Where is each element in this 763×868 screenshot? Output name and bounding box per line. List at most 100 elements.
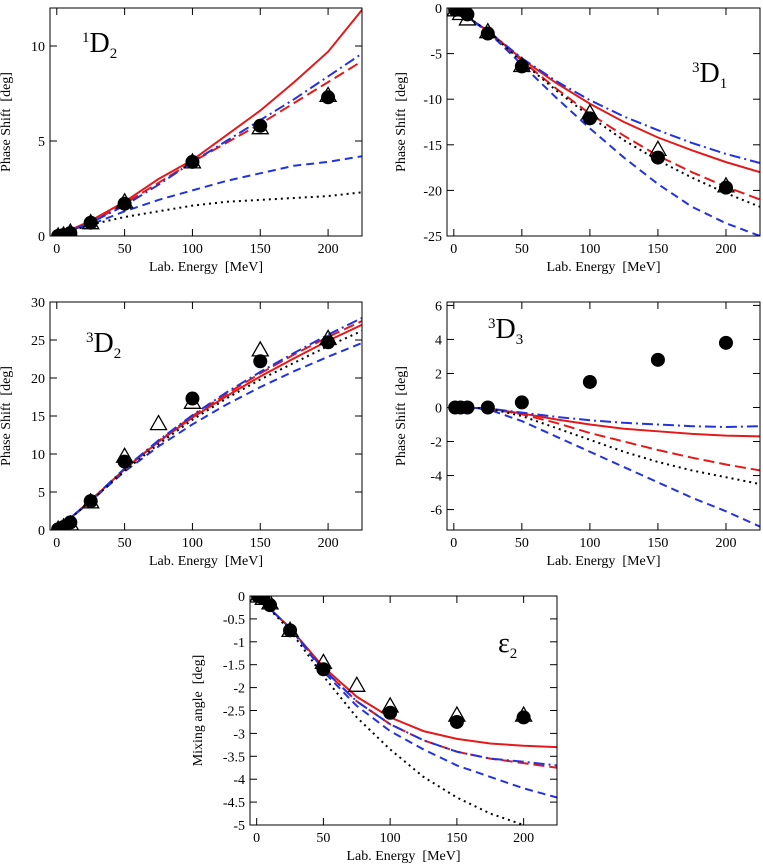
x-tick-label: 200 bbox=[715, 242, 736, 257]
y-axis-label: Mixing angle [deg] bbox=[191, 655, 206, 767]
panel-label: ε2 bbox=[498, 628, 517, 662]
axes-frame bbox=[446, 301, 761, 531]
y-tick-label: -1 bbox=[233, 636, 245, 651]
panel-label: 3D1 bbox=[692, 58, 727, 92]
label-main: D bbox=[496, 314, 516, 345]
label-sup: 3 bbox=[692, 60, 700, 76]
curve bbox=[56, 9, 362, 236]
data-point bbox=[650, 352, 665, 367]
label-sub: 2 bbox=[114, 346, 122, 362]
y-axis-label: Phase Shift [deg] bbox=[0, 366, 14, 466]
label-main: ε bbox=[498, 628, 510, 659]
y-tick-label: -1.5 bbox=[223, 659, 245, 674]
y-tick-label: 5 bbox=[38, 486, 45, 501]
x-tick-label: 50 bbox=[118, 242, 132, 257]
data-point bbox=[251, 340, 270, 357]
y-tick-label: -2 bbox=[430, 436, 442, 451]
y-tick-label: 0 bbox=[435, 2, 442, 17]
curve bbox=[255, 596, 557, 769]
y-tick-label: -3.5 bbox=[223, 750, 245, 765]
curve bbox=[453, 406, 760, 528]
panel: 0 50 100 150 200 6 4 2 0 -2 -4 -6 Lab. Energy [MeV] P… bbox=[394, 299, 761, 569]
data-point bbox=[63, 515, 78, 530]
curve bbox=[453, 8, 760, 208]
x-tick-label: 100 bbox=[182, 536, 203, 551]
axes-frame bbox=[49, 301, 363, 531]
label-sup: 3 bbox=[86, 330, 94, 346]
curve bbox=[56, 329, 362, 530]
data-point bbox=[514, 395, 529, 410]
x-tick-label: 0 bbox=[53, 242, 60, 257]
x-tick-label: 150 bbox=[647, 242, 668, 257]
plot-area bbox=[51, 9, 362, 236]
y-tick-label: 15 bbox=[31, 410, 45, 425]
data-point bbox=[480, 400, 495, 415]
curve bbox=[453, 8, 760, 165]
data-point bbox=[63, 226, 78, 236]
data-point bbox=[253, 354, 268, 369]
data-point bbox=[83, 215, 98, 230]
x-tick-label: 100 bbox=[579, 242, 600, 257]
curve bbox=[255, 596, 557, 799]
x-axis-label: Lab. Energy [MeV] bbox=[149, 554, 263, 569]
y-tick-label: -25 bbox=[423, 230, 442, 245]
y-tick-label: -2 bbox=[233, 682, 245, 697]
y-tick-label: 10 bbox=[31, 40, 45, 55]
y-tick-label: 0 bbox=[38, 230, 45, 245]
label-sub: 3 bbox=[516, 332, 524, 348]
y-tick-label: -5 bbox=[233, 819, 245, 834]
curve bbox=[56, 60, 362, 236]
x-tick-label: 150 bbox=[250, 242, 271, 257]
data-point bbox=[253, 118, 268, 133]
data-point bbox=[185, 154, 200, 169]
y-tick-label: -4 bbox=[430, 470, 442, 485]
y-tick-label: -20 bbox=[423, 184, 442, 199]
curve bbox=[255, 596, 527, 825]
panel: 0 50 100 150 200 0 5 10 Lab. Energy [MeV] Phase S… bbox=[0, 7, 363, 275]
x-tick-label: 200 bbox=[513, 831, 534, 846]
x-axis-label: Lab. Energy [MeV] bbox=[149, 260, 263, 275]
data-point bbox=[263, 598, 278, 613]
data-point bbox=[516, 710, 531, 725]
x-tick-label: 150 bbox=[446, 831, 467, 846]
data-point bbox=[149, 414, 168, 431]
x-tick-label: 200 bbox=[715, 536, 736, 551]
label-main: D bbox=[94, 328, 114, 359]
panel: 0 50 100 150 200 0 5 10 15 20 25 30 Lab. Energy [MeV… bbox=[0, 296, 363, 569]
x-tick-label: 200 bbox=[318, 536, 339, 551]
x-tick-label: 150 bbox=[250, 536, 271, 551]
y-tick-label: 0 bbox=[238, 590, 245, 605]
data-point bbox=[449, 714, 464, 729]
data-point bbox=[347, 675, 366, 692]
data-point bbox=[283, 623, 298, 638]
x-tick-label: 50 bbox=[515, 242, 529, 257]
axes-frame bbox=[249, 595, 558, 826]
data-point bbox=[480, 26, 495, 41]
y-tick-label: 25 bbox=[31, 334, 45, 349]
x-tick-label: 100 bbox=[579, 536, 600, 551]
y-tick-label: -0.5 bbox=[223, 613, 245, 628]
curve bbox=[453, 406, 760, 486]
x-tick-label: 50 bbox=[118, 536, 132, 551]
data-point bbox=[321, 90, 336, 105]
y-tick-label: 0 bbox=[435, 401, 442, 416]
plot-area bbox=[51, 317, 362, 530]
x-tick-label: 150 bbox=[647, 536, 668, 551]
panel-label: 3D3 bbox=[488, 314, 523, 348]
x-tick-label: 100 bbox=[182, 242, 203, 257]
y-axis-label: Phase Shift [deg] bbox=[0, 72, 14, 172]
x-tick-label: 50 bbox=[515, 536, 529, 551]
y-tick-label: -2.5 bbox=[223, 705, 245, 720]
curve bbox=[56, 191, 362, 236]
curve bbox=[56, 52, 362, 236]
x-tick-label: 100 bbox=[380, 831, 401, 846]
data-point bbox=[185, 391, 200, 406]
curve bbox=[453, 8, 760, 236]
panel: 0 50 100 150 200 0 -5 -10 -15 -20 -25 Lab. Energy [… bbox=[394, 2, 761, 275]
curve bbox=[56, 155, 362, 236]
data-point bbox=[83, 494, 98, 509]
label-main: D bbox=[90, 28, 110, 59]
label-sup: 3 bbox=[488, 316, 496, 332]
y-tick-label: 5 bbox=[38, 135, 45, 150]
x-axis-label: Lab. Energy [MeV] bbox=[546, 554, 660, 569]
